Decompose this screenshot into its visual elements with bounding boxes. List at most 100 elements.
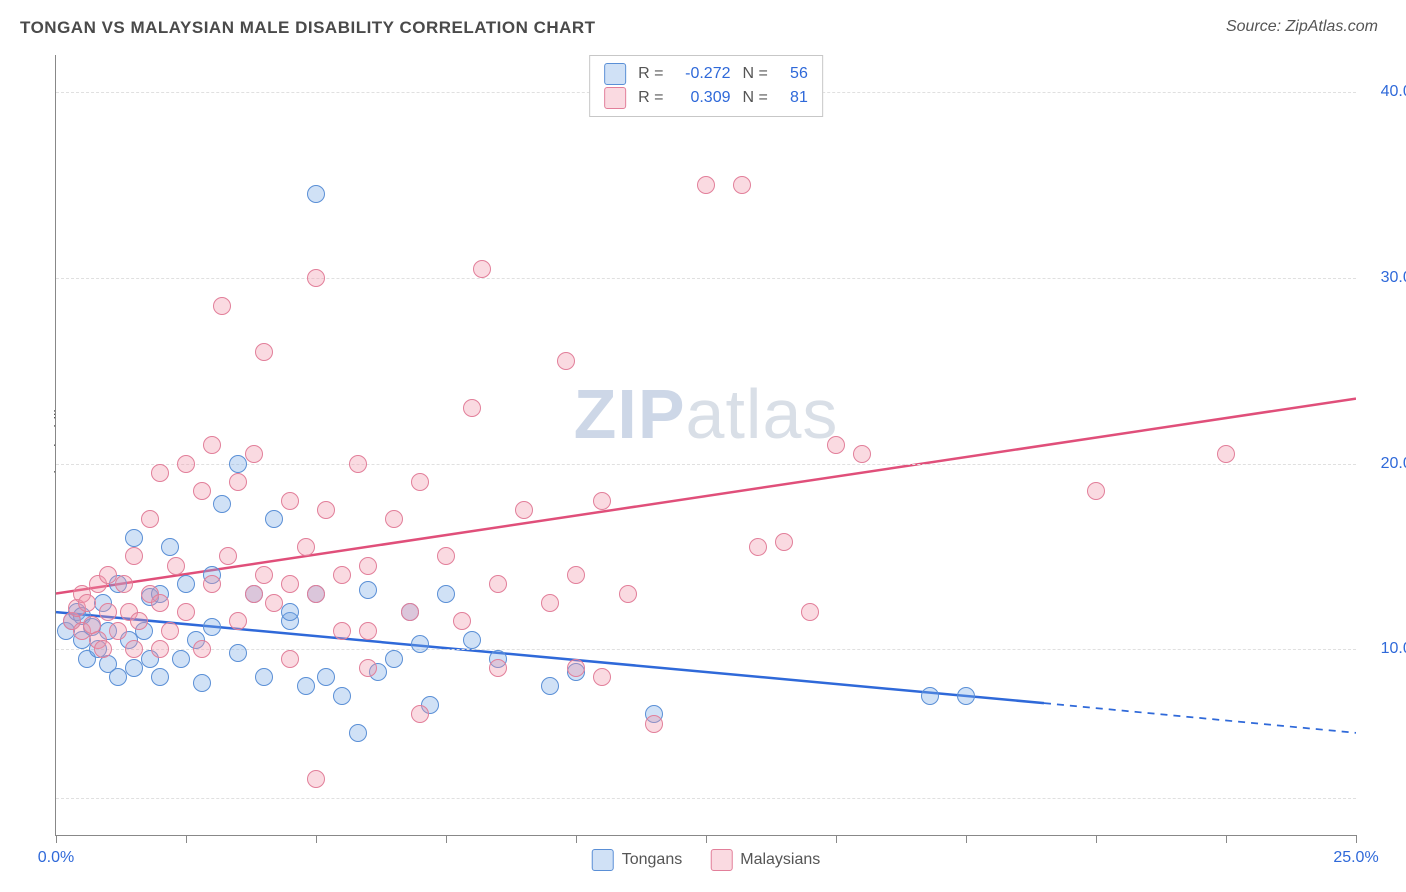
data-point (411, 473, 429, 491)
y-tick-label: 30.0% (1381, 269, 1406, 287)
data-point (193, 674, 211, 692)
x-tick-label: 0.0% (38, 849, 74, 867)
data-point (281, 650, 299, 668)
data-point (349, 724, 367, 742)
data-point (151, 668, 169, 686)
data-point (281, 575, 299, 593)
data-point (453, 612, 471, 630)
n-label: N = (743, 89, 768, 107)
data-point (697, 176, 715, 194)
legend-label-tongans: Tongans (622, 851, 683, 869)
r-value-tongans: -0.272 (676, 65, 731, 83)
data-point (593, 668, 611, 686)
data-point (557, 352, 575, 370)
data-point (359, 659, 377, 677)
x-tick (446, 835, 447, 843)
x-tick (1226, 835, 1227, 843)
data-point (167, 557, 185, 575)
data-point (130, 612, 148, 630)
x-tick (56, 835, 57, 843)
data-point (172, 650, 190, 668)
data-point (437, 585, 455, 603)
x-tick (186, 835, 187, 843)
plot-area: ZIPatlas R = -0.272 N = 56 R = 0.309 N =… (55, 55, 1356, 836)
data-point (161, 622, 179, 640)
r-value-malaysians: 0.309 (676, 89, 731, 107)
data-point (401, 603, 419, 621)
data-point (109, 622, 127, 640)
data-point (619, 585, 637, 603)
data-point (775, 533, 793, 551)
swatch-malaysians-icon (710, 849, 732, 871)
data-point (213, 495, 231, 513)
swatch-malaysians (604, 87, 626, 109)
gridline (56, 798, 1356, 799)
data-point (515, 501, 533, 519)
data-point (853, 445, 871, 463)
data-point (567, 566, 585, 584)
data-point (801, 603, 819, 621)
x-tick (706, 835, 707, 843)
watermark: ZIPatlas (574, 374, 839, 454)
gridline (56, 464, 1356, 465)
data-point (921, 687, 939, 705)
data-point (255, 566, 273, 584)
data-point (307, 585, 325, 603)
data-point (307, 269, 325, 287)
x-tick-label: 25.0% (1333, 849, 1378, 867)
series-legend: Tongans Malaysians (592, 849, 821, 871)
data-point (317, 668, 335, 686)
data-point (125, 640, 143, 658)
legend-row-tongans: R = -0.272 N = 56 (604, 62, 808, 86)
r-label: R = (638, 89, 663, 107)
r-label: R = (638, 65, 663, 83)
legend-item-tongans: Tongans (592, 849, 683, 871)
data-point (125, 529, 143, 547)
data-point (411, 705, 429, 723)
data-point (749, 538, 767, 556)
data-point (473, 260, 491, 278)
data-point (255, 668, 273, 686)
data-point (463, 399, 481, 417)
data-point (297, 677, 315, 695)
y-tick-label: 40.0% (1381, 83, 1406, 101)
data-point (229, 612, 247, 630)
watermark-secondary: atlas (686, 375, 839, 453)
data-point (297, 538, 315, 556)
data-point (151, 640, 169, 658)
gridline (56, 278, 1356, 279)
gridline (56, 649, 1356, 650)
data-point (359, 581, 377, 599)
n-label: N = (743, 65, 768, 83)
correlation-legend: R = -0.272 N = 56 R = 0.309 N = 81 (589, 55, 823, 117)
legend-item-malaysians: Malaysians (710, 849, 820, 871)
swatch-tongans-icon (592, 849, 614, 871)
data-point (541, 677, 559, 695)
legend-label-malaysians: Malaysians (740, 851, 820, 869)
data-point (193, 482, 211, 500)
data-point (281, 603, 299, 621)
data-point (359, 622, 377, 640)
data-point (229, 473, 247, 491)
data-point (203, 618, 221, 636)
data-point (255, 343, 273, 361)
x-tick (576, 835, 577, 843)
data-point (219, 547, 237, 565)
data-point (99, 603, 117, 621)
data-point (437, 547, 455, 565)
data-point (94, 640, 112, 658)
source-attribution: Source: ZipAtlas.com (1226, 18, 1378, 36)
data-point (349, 455, 367, 473)
data-point (125, 547, 143, 565)
legend-row-malaysians: R = 0.309 N = 81 (604, 86, 808, 110)
data-point (115, 575, 133, 593)
watermark-primary: ZIP (574, 375, 686, 453)
y-tick-label: 10.0% (1381, 640, 1406, 658)
chart-title: TONGAN VS MALAYSIAN MALE DISABILITY CORR… (20, 18, 596, 38)
data-point (161, 538, 179, 556)
chart-container: TONGAN VS MALAYSIAN MALE DISABILITY CORR… (0, 0, 1406, 892)
data-point (411, 635, 429, 653)
data-point (213, 297, 231, 315)
x-tick (966, 835, 967, 843)
data-point (307, 185, 325, 203)
